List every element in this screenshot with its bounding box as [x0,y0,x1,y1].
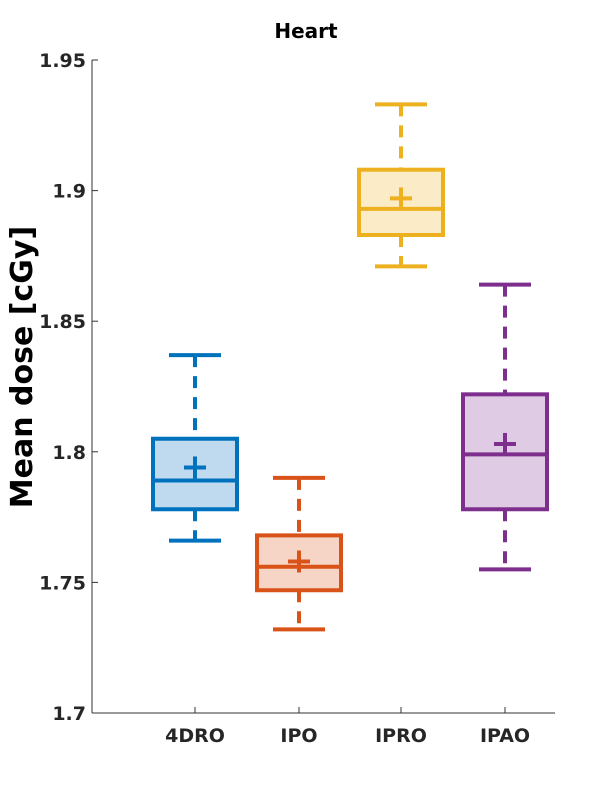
x-tick-label: 4DRO [165,725,225,747]
x-axis-ticks: 4DRO IPO IPRO IPAO [165,707,530,747]
x-tick-label: IPO [280,725,317,747]
y-axis-label: Mean dose [cGy] [5,226,40,508]
interquartile-box [255,533,343,593]
y-tick-label: 1.9 [52,181,86,203]
box-ipro [357,102,445,269]
box-ipao [461,282,549,572]
x-tick-label: IPRO [375,725,427,747]
box-ipo [255,475,343,632]
y-tick-label: 1.95 [39,50,86,72]
y-tick-label: 1.85 [39,311,86,333]
box-4dro [151,353,239,543]
chart-title: Heart [274,19,338,43]
y-tick-label: 1.8 [52,442,86,464]
y-axis-ticks: 1.7 1.75 1.8 1.85 1.9 1.95 [39,50,98,725]
y-tick-label: 1.7 [52,703,86,725]
y-tick-label: 1.75 [39,572,86,594]
x-tick-label: IPAO [480,725,530,747]
box-series [151,102,549,632]
